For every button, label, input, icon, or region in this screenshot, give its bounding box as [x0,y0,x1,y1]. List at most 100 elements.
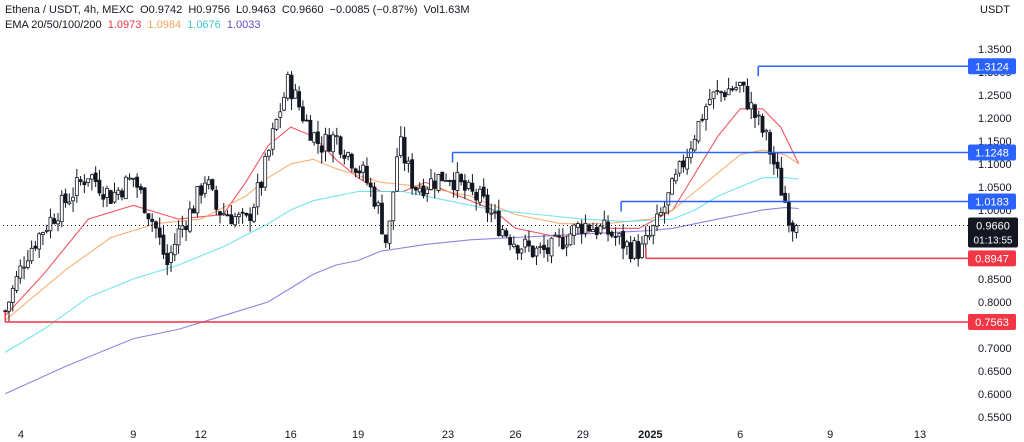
candle-body [63,193,68,204]
candle-body [722,92,727,98]
candle-body [357,170,362,174]
candle-body [146,213,151,220]
candle-body [346,152,350,157]
candle-body [414,187,418,191]
candle-body [493,211,497,214]
candle-body [738,82,742,86]
level-label: 0.7563 [975,317,1009,329]
level-label: 1.0183 [975,196,1009,208]
candle-body [779,167,784,196]
candle-body [527,240,531,247]
candle-body [624,241,629,247]
candle-body [184,226,188,230]
candle-body [304,119,309,122]
ema50-line [4,149,800,321]
candle-body [259,181,264,188]
candle-body [466,181,471,189]
candle-body [666,192,671,206]
candle-body [621,230,626,249]
candle-body [165,252,170,266]
candle-body [681,160,686,168]
x-tick-label: 19 [352,429,364,441]
candle-body [248,213,253,221]
candle-body [670,178,674,195]
candle-body [756,114,761,117]
ema100-line [4,177,799,353]
candle-body [206,179,211,185]
candle-body [383,234,388,243]
candle-body [267,149,271,157]
candle-body [244,212,249,216]
ema-legend: EMA 20/50/100/200 1.0973 1.0984 1.0676 1… [5,19,264,31]
candle-body [86,178,91,183]
candle-body [41,232,45,235]
candle-body [108,190,113,204]
candle-body [504,230,509,237]
x-tick-label: 12 [195,429,207,441]
candle-body [135,176,140,188]
x-tick-label: 9 [827,429,833,441]
y-tick-label: 0.6000 [978,389,1012,401]
candle-body [236,213,241,218]
candle-body [255,182,260,208]
candle-body [775,161,780,169]
x-tick-label: 13 [914,429,926,441]
candle-body [161,234,166,255]
candle-body [365,165,369,184]
candle-body [707,99,712,105]
candle-body [52,218,57,224]
candle-body [25,260,30,268]
x-tick-label: 6 [737,429,743,441]
candle-body [768,132,772,155]
candle-body [203,182,207,194]
close-value: 0.9660 [289,4,324,16]
candle-body [613,236,618,238]
candle-body [67,201,72,205]
y-tick-label: 0.5500 [978,412,1012,424]
candle-body [783,192,788,203]
candle-body [157,227,162,238]
candle-body [647,235,652,238]
candle-body [323,133,328,152]
candle-body [199,185,204,196]
candle-body [530,245,535,258]
x-tick-label: 26 [509,429,521,441]
countdown-label: 01:13:55 [974,236,1013,247]
chart-header: Ethena / USDT, 4h, MEXC O0.9742 H0.9756 … [5,4,473,16]
candle-body [602,219,607,229]
vol-label: Vol [423,4,439,16]
candle-body [22,266,26,269]
y-tick-label: 1.2000 [978,113,1012,125]
candle-body [398,136,403,156]
candle-body [285,74,290,99]
candle-body [270,128,275,150]
candle-body [519,248,524,254]
candle-body [176,228,181,246]
candle-body [82,181,87,186]
ema200-value: 1.0033 [226,19,261,31]
symbol-label: Ethena / USDT, 4h, MEXC [5,4,134,16]
candle-body [93,172,98,182]
level-badge-1.1248 [968,144,1016,161]
price-unit-label: USDT [980,4,1010,16]
candle-body [14,276,19,291]
candle-body [308,119,313,141]
candle-body [233,216,237,226]
x-tick-label: 4 [18,429,24,441]
candle-body [123,176,128,200]
candle-body [523,238,528,248]
candle-body [312,132,317,143]
candle-body [395,156,399,192]
level-label: 1.1248 [975,148,1009,160]
candle-body [455,171,460,191]
y-tick-label: 0.7000 [978,343,1012,355]
level-badge-0.7563 [968,313,1016,330]
candle-body [440,171,445,182]
candle-body [142,187,147,214]
candle-body [534,247,539,257]
candle-body [542,244,546,250]
y-tick-label: 1.2500 [978,90,1012,102]
candle-body [730,88,735,91]
candle-body [274,118,279,130]
